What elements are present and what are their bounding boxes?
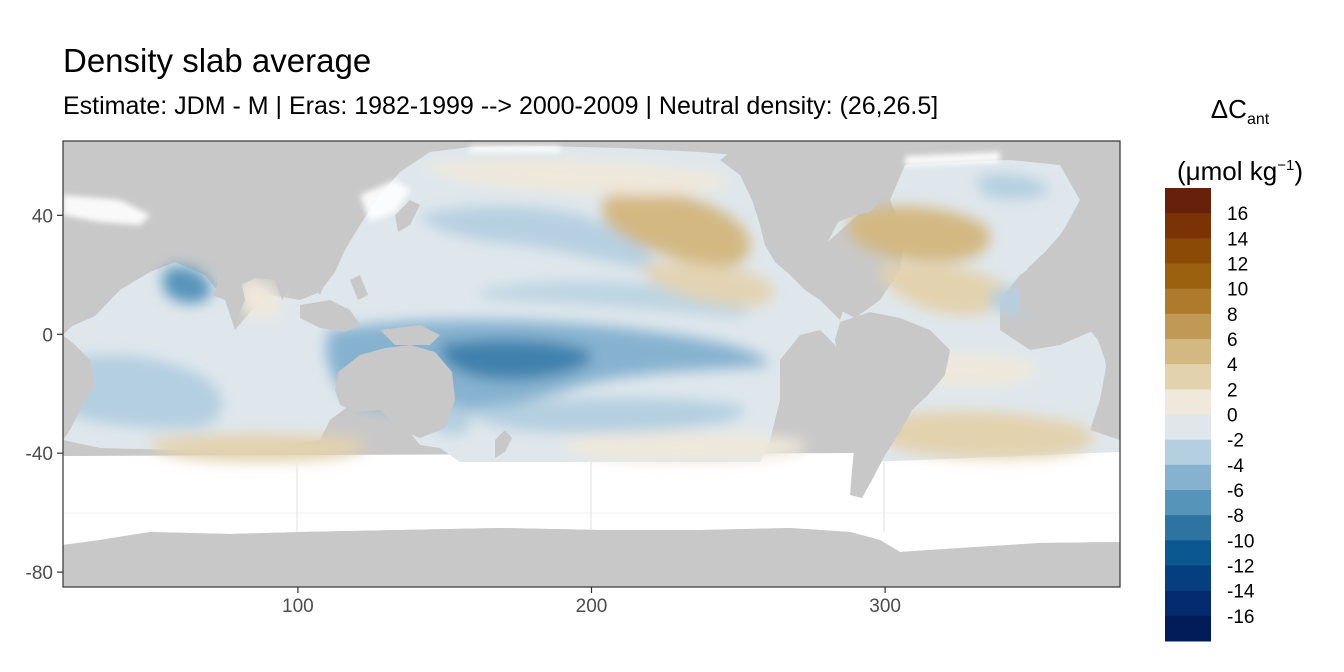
legend-swatch bbox=[1165, 213, 1211, 239]
legend-title-line2: (μmol kg−1) bbox=[1150, 143, 1330, 194]
region-northeast-pacific bbox=[602, 191, 751, 267]
legend-unit-superscript: −1 bbox=[1277, 157, 1295, 174]
land-india bbox=[215, 262, 245, 318]
legend-label: -4 bbox=[1227, 456, 1244, 477]
legend-label: -10 bbox=[1227, 531, 1254, 552]
region-south-indian-beige bbox=[150, 434, 366, 462]
legend-label: 10 bbox=[1227, 280, 1248, 301]
legend-swatch bbox=[1165, 490, 1211, 516]
legend-swatch bbox=[1165, 288, 1211, 315]
y-tick-label: -40 bbox=[26, 444, 53, 465]
legend-swatch bbox=[1165, 313, 1211, 340]
x-tick-label: 100 bbox=[282, 596, 314, 617]
region-north-pacific-beige bbox=[420, 159, 726, 196]
land-japan bbox=[395, 200, 420, 232]
land-europe-africa-east bbox=[1018, 141, 1120, 410]
region-north-atlantic-light bbox=[880, 263, 1010, 315]
legend-label: -2 bbox=[1227, 431, 1244, 452]
no-data-mediterranean bbox=[63, 195, 150, 225]
legend-label: 6 bbox=[1227, 330, 1238, 351]
region-bay-of-bengal bbox=[240, 279, 281, 320]
x-tick-label: 300 bbox=[869, 596, 901, 617]
legend-unit-prefix: (μmol kg bbox=[1177, 156, 1278, 186]
legend-label: -12 bbox=[1227, 557, 1254, 578]
legend-swatch bbox=[1165, 263, 1211, 290]
legend-unit-suffix: ) bbox=[1294, 156, 1303, 186]
region-ne-pacific-light bbox=[640, 262, 775, 308]
legend-label: 14 bbox=[1227, 229, 1249, 250]
land-new-zealand bbox=[495, 430, 512, 458]
legend-label: 2 bbox=[1227, 380, 1238, 401]
land-maritime-continent bbox=[300, 300, 360, 332]
land-philippines bbox=[350, 275, 368, 300]
legend-label: -6 bbox=[1227, 481, 1244, 502]
legend-swatch bbox=[1165, 540, 1211, 566]
legend-swatch bbox=[1165, 364, 1211, 390]
land-antarctica bbox=[63, 528, 1120, 587]
legend-title-line1: ΔCant bbox=[1150, 86, 1330, 143]
region-north-atlantic-gyre bbox=[850, 206, 990, 262]
y-tick-label: 0 bbox=[42, 325, 53, 346]
land-australia bbox=[335, 345, 455, 438]
region-south-pacific-beige bbox=[560, 433, 806, 462]
land-masses bbox=[63, 141, 1120, 587]
land-africa-south bbox=[63, 335, 95, 440]
y-tick-label: 40 bbox=[32, 206, 53, 227]
y-axis: 40 0 -40 -80 bbox=[26, 206, 63, 584]
no-data-east-asia bbox=[360, 180, 410, 222]
x-axis: 100 200 300 bbox=[282, 587, 901, 617]
region-labrador-blue bbox=[975, 174, 1050, 200]
legend-colorbar bbox=[1165, 188, 1211, 642]
legend-label: 8 bbox=[1227, 305, 1238, 326]
land-arabia bbox=[63, 141, 470, 300]
legend-label: -14 bbox=[1227, 582, 1255, 603]
legend-swatch bbox=[1165, 339, 1211, 365]
legend-title-symbol: ΔC bbox=[1210, 94, 1247, 124]
x-tick-label: 200 bbox=[576, 596, 608, 617]
region-north-pacific-band bbox=[420, 206, 653, 270]
grid-lines bbox=[63, 462, 1120, 532]
legend-label: 4 bbox=[1227, 355, 1238, 376]
land-north-america bbox=[720, 141, 1120, 320]
legend-swatch bbox=[1165, 414, 1211, 441]
coastal-no-data bbox=[63, 146, 1000, 225]
legend-swatch bbox=[1165, 188, 1211, 214]
land-new-guinea bbox=[380, 325, 440, 345]
legend-label: 12 bbox=[1227, 255, 1248, 276]
chart-subtitle: Estimate: JDM - M | Eras: 1982-1999 --> … bbox=[63, 92, 939, 120]
region-south-atlantic bbox=[880, 410, 1094, 459]
region-arabian-sea bbox=[162, 266, 212, 304]
anomaly-field bbox=[70, 159, 1094, 462]
legend-swatch bbox=[1165, 515, 1211, 541]
legend-label: 16 bbox=[1227, 204, 1248, 225]
legend-labels: 16 14 12 10 8 6 4 2 0 -2 -4 -6 -8 -10 -12 -14 -16 bbox=[1227, 204, 1255, 628]
y-tick-label: -80 bbox=[26, 563, 53, 584]
no-data-arctic-atlantic bbox=[905, 152, 1000, 166]
land-africa bbox=[63, 141, 150, 335]
legend-swatch bbox=[1165, 389, 1211, 415]
legend-swatch bbox=[1165, 439, 1211, 466]
legend-label: 0 bbox=[1227, 406, 1238, 427]
no-data-arctic-pacific bbox=[470, 146, 560, 152]
chart-title: Density slab average bbox=[63, 42, 372, 79]
legend-swatch bbox=[1165, 615, 1211, 642]
legend-swatch bbox=[1165, 238, 1211, 264]
legend-swatch bbox=[1165, 565, 1211, 592]
region-south-pacific-band bbox=[470, 398, 744, 433]
legend-label: -16 bbox=[1227, 607, 1254, 628]
legend-label: -8 bbox=[1227, 506, 1244, 527]
region-tropical-pacific-minimum bbox=[440, 339, 592, 381]
legend-swatch bbox=[1165, 590, 1211, 617]
legend-title-subscript: ant bbox=[1246, 111, 1270, 128]
legend-title: ΔCant (μmol kg−1) bbox=[1150, 86, 1330, 194]
region-indian-blue bbox=[70, 355, 223, 429]
legend-swatch bbox=[1165, 464, 1211, 491]
land-south-america bbox=[835, 312, 950, 498]
